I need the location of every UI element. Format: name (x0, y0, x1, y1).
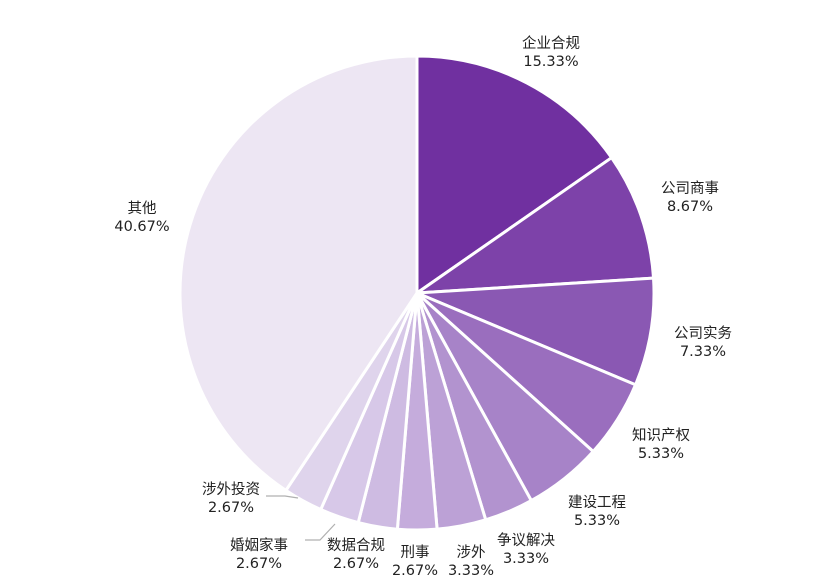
slice-percent-label: 2.67% (333, 556, 379, 572)
slice-label: 涉外 (457, 544, 486, 561)
leader-line (266, 495, 299, 499)
leader-lines (266, 495, 336, 541)
pie-slice (415, 156, 656, 295)
pie-slice (178, 54, 419, 492)
slice-label: 涉外投资 (202, 481, 260, 498)
slice-percent-label: 7.33% (680, 344, 726, 360)
slice-percent-label: 2.67% (236, 556, 282, 572)
pie-slice (415, 276, 656, 387)
slice-label: 企业合规 (522, 34, 580, 52)
slice-percent-label: 8.67% (667, 199, 713, 215)
slice-label: 建设工程 (568, 494, 626, 511)
pie-slices (178, 54, 656, 532)
slice-percent-label: 2.67% (208, 500, 254, 516)
slice-percent-label: 15.33% (523, 54, 578, 70)
slice-percent-label: 3.33% (503, 551, 549, 567)
slice-label: 公司商事 (661, 180, 719, 197)
slice-label: 其他 (128, 200, 157, 217)
slice-label: 刑事 (401, 544, 430, 561)
leader-line (305, 523, 336, 541)
slice-percent-label: 3.33% (448, 563, 494, 579)
pie-labels: 企业合规 15.33% 公司商事 8.67% 公司实务 7.33% 知识产权 5.33% 建设工… (114, 34, 732, 579)
slice-label: 婚姻家事 (230, 537, 288, 554)
slice-percent-label: 5.33% (638, 446, 684, 462)
slice-label: 数据合规 (327, 537, 385, 554)
slice-percent-label: 40.67% (114, 219, 169, 235)
slice-percent-label: 5.33% (574, 513, 620, 529)
pie-slice (415, 54, 614, 295)
slice-label: 公司实务 (674, 325, 732, 342)
slice-label: 知识产权 (632, 427, 690, 444)
slice-percent-label: 2.67% (392, 563, 438, 579)
slice-label: 争议解决 (497, 531, 555, 549)
